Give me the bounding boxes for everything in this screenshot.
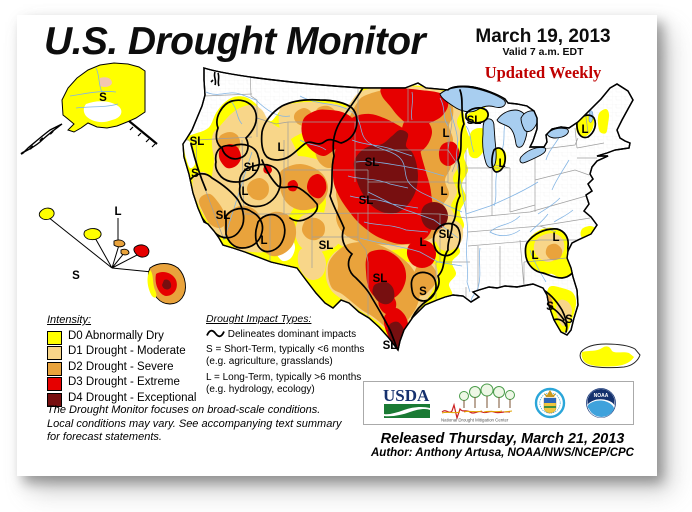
svg-text:L: L: [260, 235, 267, 247]
svg-text:L: L: [241, 186, 248, 198]
svg-text:USDA: USDA: [383, 386, 430, 405]
svg-text:SL: SL: [319, 240, 334, 252]
svg-text:S: S: [565, 314, 573, 326]
svg-text:SL: SL: [190, 136, 205, 148]
svg-text:NOAA: NOAA: [594, 393, 609, 399]
svg-text:S: S: [72, 270, 80, 282]
svg-text:L: L: [552, 232, 559, 244]
svg-text:S: S: [419, 286, 427, 298]
svg-text:SL: SL: [216, 210, 231, 222]
svg-text:S: S: [546, 301, 554, 313]
svg-text:L: L: [440, 186, 447, 198]
svg-text:SL: SL: [383, 340, 398, 352]
svg-text:L: L: [581, 124, 588, 136]
svg-text:SL: SL: [467, 115, 482, 127]
svg-text:S: S: [99, 92, 107, 104]
svg-text:S: S: [191, 168, 199, 180]
svg-text:L: L: [114, 206, 121, 218]
svg-text:SL: SL: [359, 195, 374, 207]
svg-text:L: L: [531, 250, 538, 262]
svg-text:SL: SL: [365, 157, 380, 169]
svg-text:National Drought Mitigation Ce: National Drought Mitigation Center: [441, 418, 509, 423]
svg-text:L: L: [498, 158, 505, 170]
svg-text:L: L: [442, 128, 449, 140]
svg-text:SL: SL: [373, 273, 388, 285]
svg-text:SL: SL: [244, 162, 259, 174]
svg-text:SL: SL: [439, 229, 454, 241]
svg-text:L: L: [277, 142, 284, 154]
svg-text:L: L: [419, 237, 426, 249]
